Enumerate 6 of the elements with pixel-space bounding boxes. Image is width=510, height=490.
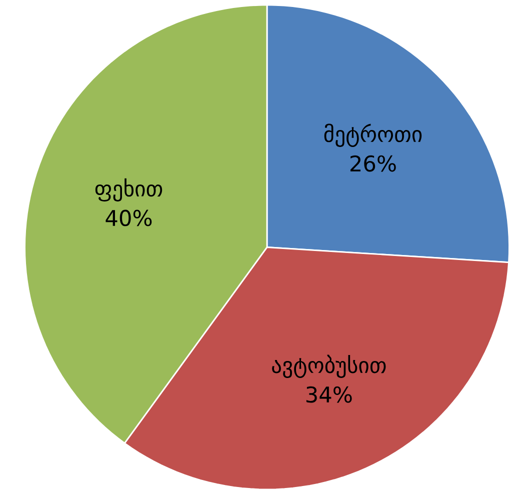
slice-label: მეტროთი <box>324 124 422 147</box>
slice-label: ავტობუსით <box>272 354 386 378</box>
data-label: 34% <box>306 386 352 403</box>
data-label: 40% <box>106 210 152 226</box>
data-label: 26% <box>350 155 396 172</box>
slice-label: ფეხით <box>95 178 162 202</box>
